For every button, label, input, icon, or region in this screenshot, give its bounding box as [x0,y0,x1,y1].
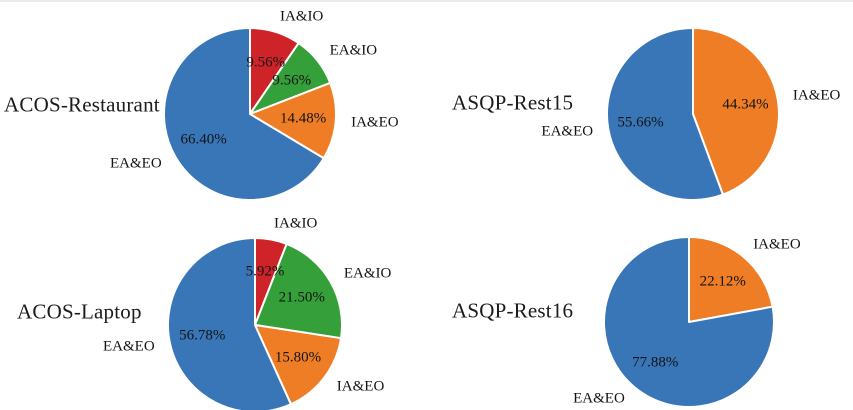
slice-percent: 5.92% [245,263,285,280]
slice-percent: 14.48% [279,110,327,127]
slice-percent: 44.34% [722,96,769,113]
pie-slice-ea-io [254,242,343,340]
slice-label: IA&IO [274,215,318,232]
pie-slice-ia-eo [692,27,780,196]
slice-label: EA&IO [343,265,392,282]
pie-asqp-rest15 [606,27,780,201]
slice-label: IA&IO [280,8,324,25]
chart-title: ASQP-Rest16 [452,298,574,323]
pie-slice-ea-eo [163,27,325,201]
slice-label: IA&EO [792,87,841,104]
pie-slice-ea-eo [603,236,775,408]
slice-label: EA&EO [110,155,162,172]
slice-label: IA&EO [351,114,399,131]
slice-percent: 15.80% [274,349,322,366]
slice-percent: 9.56% [272,72,312,89]
pie-slice-ea-eo [167,237,292,410]
slice-label: EA&EO [103,338,155,355]
slice-percent: 9.56% [246,54,286,71]
slice-percent: 66.40% [180,131,227,148]
chart-title: ACOS-Restaurant [4,92,160,117]
slice-label: EA&IO [329,42,378,59]
slice-label: IA&EO [336,378,385,395]
slice-percent: 55.66% [617,114,664,131]
pie-slice-ia-eo [249,81,337,160]
slice-percent: 56.78% [179,327,226,344]
pie-slice-ia-eo [254,324,342,406]
chart-title: ASQP-Rest15 [452,90,574,115]
chart-title: ACOS-Laptop [17,299,142,324]
pie-slice-ea-eo [606,27,724,201]
slice-percent: 21.50% [278,289,325,306]
pie-acos-restaurant [163,27,337,201]
pie-slice-ia-eo [688,236,774,323]
slice-label: EA&EO [541,123,594,140]
slice-percent: 22.12% [699,273,746,289]
slice-percent: 77.88% [632,354,679,370]
pie-asqp-rest16 [603,236,775,408]
slice-label: IA&EO [753,236,801,253]
pie-acos-laptop [167,237,343,410]
top-rule [0,0,853,2]
slice-label: EA&EO [573,390,625,407]
